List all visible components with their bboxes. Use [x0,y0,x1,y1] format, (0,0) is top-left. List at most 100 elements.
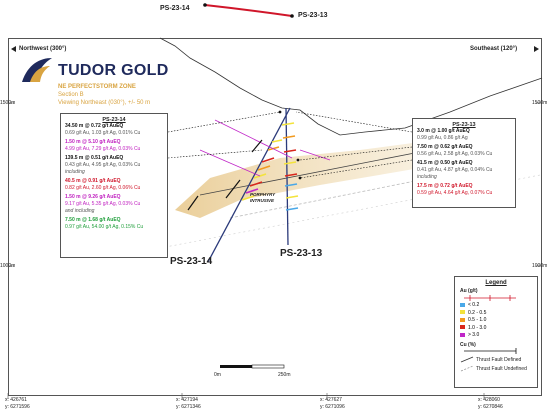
leader-end-dot-3 [298,176,302,180]
legend-item: 1.0 - 3.0 [460,325,532,333]
drillhole-ps-23-14 [207,107,291,263]
result-line: 0.97 g/t Au, 54.00 g/t Ag, 0.15% Cu [65,223,144,230]
legend-au-items: < 0.2 0.2 - 0.5 0.5 - 1.0 1.0 - 3.0 > 3.0 [460,302,532,340]
logo-wordmark: TUDOR GOLD [58,62,169,79]
coord-x-2: x: 427194 [176,397,198,403]
viewing-direction: Viewing Northeast (030°), +/- 50 m [58,100,151,106]
results-lines: 3.0 m @ 1.00 g/t AuEQ 0.99 g/t Au, 0.86 g… [417,128,511,196]
result-line: 0.69 g/t Au, 1.03 g/t Ag, 0.01% Cu [65,129,141,136]
direction-southeast: Southeast (120°) [470,46,518,52]
leader-end-dot-2 [296,158,300,162]
legend-au-heading: Au (g/t) [460,288,478,294]
legend-fault-defined: Thrust Fault Defined [476,356,522,363]
legend-item: > 3.0 [460,332,532,340]
legend-swatch-icon [460,310,465,315]
scale-bar-black [220,365,252,368]
legend-swatch-icon [460,325,465,330]
zone-title: NE PERFECTSTORM ZONE [58,84,136,90]
legend-fault-defined-row: Thrust Fault Defined [460,356,532,363]
coord-y-2: y: 6271346 [176,404,201,410]
legend-title: Legend [485,280,507,286]
top-hole-label-left: PS-23-14 [160,5,190,12]
tudor-gold-logo-icon [22,58,52,82]
result-line: 7.50 m @ 0.62 g/t AuEQ [417,144,473,151]
result-line: 17.5 m @ 0.72 g/t AuEQ [417,183,473,190]
leader-lines [167,111,413,179]
result-line: 34.50 m @ 0.72 g/t AuEQ [65,123,124,129]
scale-label-start: 0m [214,372,221,378]
legend-swatch-icon [460,332,465,337]
section-frame [8,38,542,396]
coord-y-1: y: 6271596 [5,404,30,410]
result-line: 0.59 g/t Au, 4.64 g/t Ag, 0.07% Cu [417,189,493,196]
result-line: 3.0 m @ 1.00 g/t AuEQ [417,128,470,134]
legend-au-bar-icon [464,295,516,301]
collar-point-right [290,14,294,18]
legend-panel: Legend Au (g/t) < 0.2 0.2 - 0.5 0.5 - 1.0 1… [454,276,538,388]
legend-item: 0.2 - 0.5 [460,310,532,318]
elevation-1500-left: 1500m [0,100,16,106]
legend-item-label: 0.5 - 1.0 [468,317,487,323]
elevation-1000-right: 1000m [532,263,548,269]
result-line: 139.5 m @ 0.51 g/t AuEQ [65,155,124,162]
interval-bracket-1 [251,139,263,153]
legend-swatch-icon [460,302,465,307]
result-line: 40.5 m @ 0.91 g/t AuEQ [65,178,121,185]
elevation-1000-left: 1000m [0,263,16,269]
coord-x-1: x: 426761 [5,397,27,403]
legend-cu-bar-icon [464,347,517,354]
top-hole-label-right: PS-23-13 [298,12,328,19]
scale-bar-white [251,364,285,369]
interval-bracket-3 [187,195,199,211]
results-box-ps-23-13: PS-23-13 3.0 m @ 1.00 g/t AuEQ 0.99 g/t A… [412,118,516,208]
section-title: Section B [58,92,84,98]
legend-item-label: 1.0 - 3.0 [468,324,487,331]
result-line: including [417,173,437,180]
legend-item-label: > 3.0 [468,332,480,338]
result-line: and including [65,207,95,214]
fault-undefined-icon [460,365,474,371]
result-line: 0.82 g/t Au, 2.60 g/t Ag, 0.06% Cu [65,184,141,191]
legend-fault-undefined-row: Thrust Fault Undefined [460,365,532,372]
legend-item: 0.5 - 1.0 [460,317,532,325]
result-line: 41.5 m @ 0.50 g/t AuEQ [417,160,473,167]
results-box-ps-23-14: PS-23-14 34.50 m @ 0.72 g/t AuEQ 0.69 g/t… [60,113,168,258]
legend-cu-heading: Cu (%) [460,341,476,348]
elevation-1500-right: 1500m [532,100,548,106]
drillhole-ps-23-13 [285,107,289,246]
result-line: 1.50 m @ 9.26 g/t AuEQ [65,194,121,201]
intercept-highlight-1 [214,119,293,159]
scale-label-end: 250m [278,372,291,378]
coordinate-ticks [7,393,485,399]
arrow-right-icon [534,46,539,52]
drillhole-label-ps-23-13: PS-23-13 [280,248,323,259]
results-lines: 34.50 m @ 0.72 g/t AuEQ 0.69 g/t Au, 1.03… [65,123,163,230]
legend-swatch-icon [460,317,465,322]
leader-end-dot-1 [278,110,282,114]
arrow-left-icon [11,46,16,52]
thrust-fault-defined [199,149,431,196]
legend-item-label: 0.2 - 0.5 [468,309,487,316]
collar-point-left [203,3,207,7]
results-box-title: PS-23-14 [102,117,126,123]
result-line: 0.41 g/t Au, 4.87 g/t Ag, 0.04% Cu [417,166,493,173]
direction-northwest: Northwest (300°) [19,46,67,52]
legend-item: < 0.2 [460,302,532,310]
plan-view-trace [203,3,294,18]
intercept-highlight-3 [299,149,331,161]
thrust-fault-undefined [229,169,471,219]
result-line: 7.50 m @ 1.68 g/t AuEQ [65,217,121,224]
fault-defined-icon [460,356,474,362]
drillhole-label-ps-23-14: PS-23-14 [170,256,213,267]
result-line: 1.50 m @ 5.10 g/t AuEQ [65,139,121,146]
legend-item-label: < 0.2 [468,302,480,308]
intercept-highlight-2 [199,149,261,177]
coord-y-4: y: 6270846 [478,404,503,410]
result-line: 0.56 g/t Au, 2.58 g/t Ag, 0.03% Cu [417,150,493,157]
result-line: 0.43 g/t Au, 4.95 g/t Ag, 0.03% Cu [65,161,141,168]
legend-fault-undefined: Thrust Fault Undefined [476,365,527,372]
porphyry-intrusive-label: PORPHYRY INTRUSIVE [250,192,276,203]
topography-line [159,37,543,136]
